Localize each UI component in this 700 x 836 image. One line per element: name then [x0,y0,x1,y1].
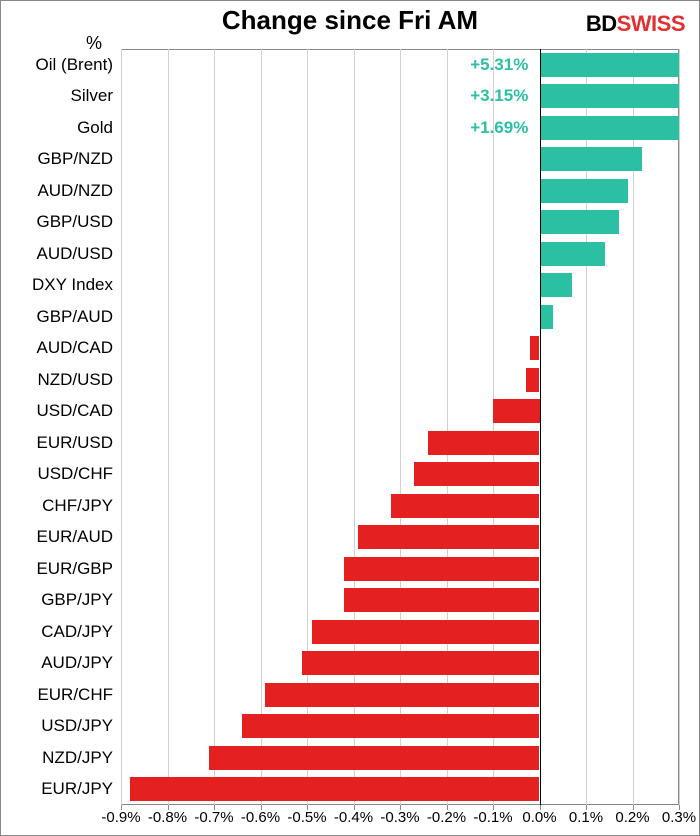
grid-line [679,49,680,805]
category-label: AUD/JPY [41,653,113,673]
category-label: EUR/JPY [41,779,113,799]
bar-row: Oil (Brent)+5.31% [121,49,679,81]
bar [242,714,540,738]
bar [540,305,554,329]
bar-row: EUR/USD [121,427,679,459]
category-label: GBP/USD [36,212,113,232]
bar-row: AUD/USD [121,238,679,270]
bar [344,588,539,612]
value-annotation: +1.69% [470,118,528,138]
value-annotation: +3.15% [470,86,528,106]
category-label: Silver [70,86,113,106]
y-axis-label: % [86,33,102,54]
bar-row: USD/JPY [121,711,679,743]
bar [540,242,605,266]
bar-row: CHF/JPY [121,490,679,522]
bar [540,116,680,140]
bar [540,179,628,203]
bar [209,746,539,770]
category-label: GBP/AUD [36,307,113,327]
bar [302,651,539,675]
bar [540,53,680,77]
x-tick-label: -0.9% [101,809,140,826]
bar [540,273,573,297]
category-label: NZD/JPY [42,748,113,768]
x-tick-label: -0.2% [427,809,466,826]
bar-row: EUR/JPY [121,774,679,806]
category-label: DXY Index [32,275,113,295]
category-label: USD/JPY [41,716,113,736]
x-tick-label: 0.1% [569,809,603,826]
x-tick-label: 0.0% [522,809,556,826]
brand-part2: SWISS [617,11,685,36]
x-tick-label: -0.6% [241,809,280,826]
bar-row: Gold+1.69% [121,112,679,144]
category-label: EUR/AUD [36,527,113,547]
bar [312,620,540,644]
bar-row: CAD/JPY [121,616,679,648]
x-tick-label: -0.4% [334,809,373,826]
x-tick-label: 0.2% [615,809,649,826]
category-label: AUD/NZD [37,181,113,201]
bar [358,525,539,549]
bar-row: AUD/CAD [121,333,679,365]
bar-row: GBP/AUD [121,301,679,333]
bar-row: EUR/AUD [121,522,679,554]
x-tick-label: 0.3% [662,809,696,826]
bar-row: USD/CAD [121,396,679,428]
bar-row: GBP/NZD [121,144,679,176]
category-label: USD/CAD [36,401,113,421]
category-label: USD/CHF [37,464,113,484]
bar [530,336,539,360]
category-label: NZD/USD [37,370,113,390]
bar-row: AUD/NZD [121,175,679,207]
bar-row: USD/CHF [121,459,679,491]
category-label: Gold [77,118,113,138]
bar [391,494,540,518]
x-tick-label: -0.3% [380,809,419,826]
bar-row: DXY Index [121,270,679,302]
category-label: EUR/GBP [36,559,113,579]
bar [344,557,539,581]
bar-row: EUR/CHF [121,679,679,711]
plot-area: -0.9%-0.8%-0.7%-0.6%-0.5%-0.4%-0.3%-0.2%… [121,49,679,805]
bar [130,777,539,801]
bar-row: EUR/GBP [121,553,679,585]
category-label: EUR/CHF [37,685,113,705]
bar [493,399,540,423]
bar-row: AUD/JPY [121,648,679,680]
bar-row: NZD/USD [121,364,679,396]
x-tick-label: -0.5% [287,809,326,826]
category-label: GBP/NZD [37,149,113,169]
bar [414,462,540,486]
category-label: CAD/JPY [41,622,113,642]
bar-row: Silver+3.15% [121,81,679,113]
category-label: EUR/USD [36,433,113,453]
brand-part1: BD [586,11,617,36]
value-annotation: +5.31% [470,55,528,75]
zero-line [540,49,541,805]
bar-row: GBP/USD [121,207,679,239]
category-label: Oil (Brent) [36,55,113,75]
x-tick-label: -0.8% [148,809,187,826]
bar [540,147,642,171]
category-label: CHF/JPY [42,496,113,516]
bar [428,431,540,455]
category-label: AUD/CAD [36,338,113,358]
brand-logo: BDSWISS [586,11,685,37]
bar [526,368,540,392]
bar-row: NZD/JPY [121,742,679,774]
bar [540,84,680,108]
category-label: GBP/JPY [41,590,113,610]
bar [540,210,619,234]
x-tick-label: -0.1% [473,809,512,826]
chart-container: Change since Fri AM BDSWISS % -0.9%-0.8%… [0,0,700,836]
category-label: AUD/USD [36,244,113,264]
x-tick-label: -0.7% [194,809,233,826]
bar [265,683,539,707]
bar-row: GBP/JPY [121,585,679,617]
